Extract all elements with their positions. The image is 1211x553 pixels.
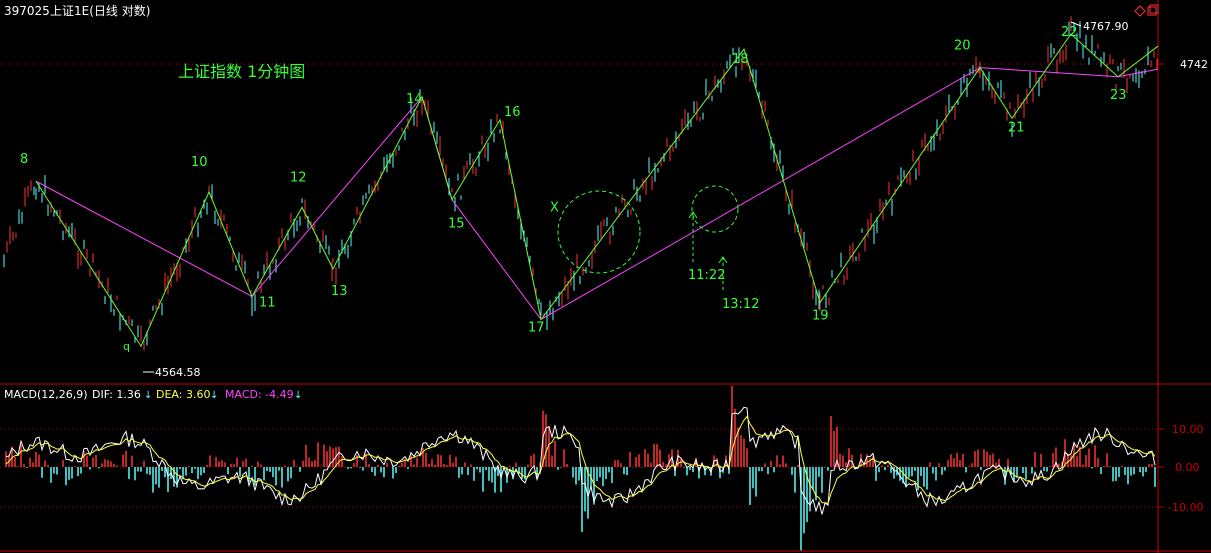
wave-label-14: 14 <box>406 92 423 107</box>
wave-label-13: 13 <box>331 284 348 299</box>
diamond-icon[interactable] <box>1134 5 1146 17</box>
low-extreme-label: 4564.58 <box>155 366 201 379</box>
macd-dif: DIF: 1.36 <box>92 388 141 401</box>
macd-dea: DEA: 3.60 <box>156 388 210 401</box>
wave-label-10: 10 <box>191 155 208 170</box>
restore-icon[interactable] <box>1147 6 1157 16</box>
wave-label-18: 18 <box>732 52 749 67</box>
wave-lines <box>35 33 1159 348</box>
dif-line <box>5 406 1156 515</box>
trend-line-8-11 <box>35 180 253 297</box>
time-label-1122: 11:22 <box>688 268 725 283</box>
wave-label-21: 21 <box>1008 120 1025 135</box>
wave-line <box>35 33 1119 348</box>
arrow-head-icon <box>718 256 728 264</box>
high-extreme-label: 4767.90 <box>1083 20 1129 33</box>
price-axis-label: 4742 <box>1180 58 1208 71</box>
macd-value: MACD: -4.49 <box>225 388 294 401</box>
security-name: 上证1E(日线 对数) <box>50 3 150 18</box>
security-code: 397025 <box>4 4 50 18</box>
wave-label-12: 12 <box>290 170 307 185</box>
wave-label-15: 15 <box>448 217 465 232</box>
wave-line-extension <box>1117 45 1159 78</box>
high-extreme-marker: 4767.90 <box>1070 20 1129 33</box>
highlight-circle-2 <box>691 185 739 233</box>
wave-labels: 8 q 10 11 12 13 14 15 16 17 X 18 19 20 21 22 23 <box>20 25 1127 353</box>
wave-label-X: X <box>550 200 559 215</box>
wave-label-19: 19 <box>812 309 829 324</box>
wave-label-11: 11 <box>259 295 276 310</box>
low-extreme-marker: 4564.58 <box>143 366 201 379</box>
trend-line-extension <box>1117 68 1159 78</box>
macd-lines <box>5 406 1156 515</box>
wave-label-23: 23 <box>1110 88 1127 103</box>
macd-tick-neg10: -10.00 <box>1168 501 1203 514</box>
wave-label-16: 16 <box>504 105 521 120</box>
time-label-1312: 13:12 <box>722 297 759 312</box>
macd-tick-10: 10.00 <box>1172 423 1204 436</box>
restore-icon-back <box>1149 4 1159 14</box>
wave-label-9: q <box>123 340 130 353</box>
wave-label-20: 20 <box>954 39 971 54</box>
wave-label-8: 8 <box>20 152 28 167</box>
macd-tick-0: 0.00 <box>1175 461 1200 474</box>
annotation-title: 上证指数 1分钟图 <box>178 62 305 81</box>
dea-line <box>5 415 1156 505</box>
wave-label-22: 22 <box>1061 25 1078 40</box>
arrow-down-icon: ↓ <box>144 390 152 401</box>
trend-line-15-23 <box>451 67 1119 321</box>
window-controls[interactable] <box>1134 4 1159 17</box>
arrow-head-icon <box>688 211 698 219</box>
macd-title: MACD(12,26,9) <box>4 388 88 401</box>
arrow-down-icon: ↓ <box>210 390 218 401</box>
macd-histogram <box>5 386 1156 551</box>
arrow-down-icon: ↓ <box>294 390 302 401</box>
highlight-circle-1 <box>557 190 641 274</box>
wave-label-17: 17 <box>528 320 545 335</box>
